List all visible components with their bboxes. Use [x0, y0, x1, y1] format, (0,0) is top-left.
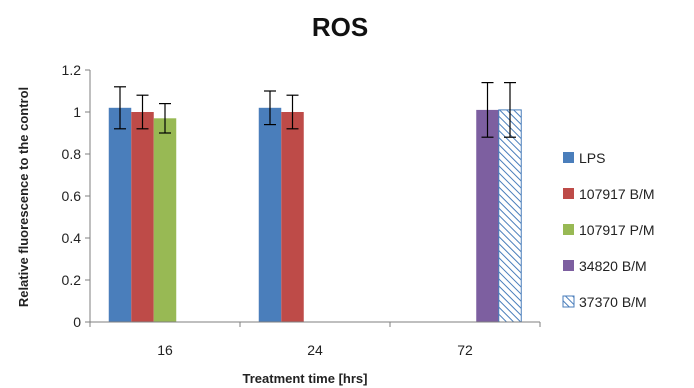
y-tick-label: 1.2 [62, 62, 82, 78]
x-tick-label: 16 [157, 342, 173, 358]
y-ticks: 0 0.2 0.4 0.6 0.8 1 1.2 [62, 62, 90, 330]
y-tick-label: 1 [73, 104, 81, 120]
legend-swatch [563, 224, 574, 235]
legend-swatch [563, 188, 574, 199]
chart-title: ROS [312, 12, 368, 42]
legend-swatch [563, 260, 574, 271]
y-tick-label: 0.8 [62, 146, 82, 162]
legend-label: 37370 B/M [579, 294, 647, 310]
x-tick-label: 72 [457, 342, 473, 358]
plot-area [108, 81, 522, 323]
legend: LPS 107917 B/M 107917 P/M 34820 B/M 37370 B/… [562, 150, 655, 310]
y-tick-label: 0 [73, 314, 81, 330]
bar [108, 107, 132, 322]
bar [498, 109, 522, 323]
y-tick-label: 0.2 [62, 272, 82, 288]
legend-label: 34820 B/M [579, 258, 647, 274]
bar [153, 118, 177, 322]
legend-label: 107917 B/M [579, 186, 655, 202]
bar [131, 112, 154, 322]
bar [476, 109, 499, 323]
x-ticks: 16 24 72 [89, 322, 541, 358]
bar [258, 107, 282, 322]
bar [281, 112, 304, 322]
y-axis-title: Relative fluorescence to the control [16, 87, 31, 307]
y-tick-label: 0.6 [62, 188, 82, 204]
legend-label: LPS [579, 150, 605, 166]
x-tick-label: 24 [307, 342, 323, 358]
legend-label: 107917 P/M [579, 222, 655, 238]
legend-swatch [562, 295, 575, 308]
legend-swatch [563, 152, 574, 163]
y-tick-label: 0.4 [62, 230, 82, 246]
x-axis-title: Treatment time [hrs] [243, 371, 368, 386]
